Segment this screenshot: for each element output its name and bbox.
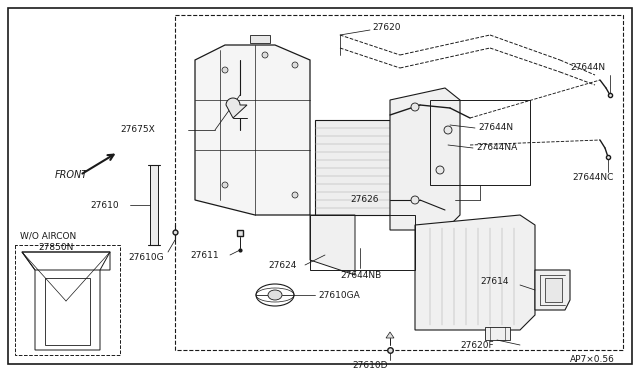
Text: 27644N: 27644N — [570, 64, 605, 73]
Text: 27610G: 27610G — [128, 253, 164, 263]
Text: 27644NC: 27644NC — [572, 173, 613, 183]
Polygon shape — [262, 52, 268, 58]
Polygon shape — [292, 192, 298, 198]
Text: 27611: 27611 — [190, 250, 219, 260]
Text: W/O AIRCON: W/O AIRCON — [20, 231, 76, 241]
Polygon shape — [386, 332, 394, 338]
Text: AP7×0.56: AP7×0.56 — [570, 356, 615, 365]
Text: 27610GA: 27610GA — [318, 291, 360, 299]
Text: 27644N: 27644N — [478, 124, 513, 132]
Text: 27850N: 27850N — [38, 244, 74, 253]
Text: 27610D: 27610D — [352, 360, 387, 369]
Polygon shape — [310, 215, 355, 275]
Ellipse shape — [268, 290, 282, 300]
Polygon shape — [315, 120, 390, 215]
Text: 27626: 27626 — [350, 196, 378, 205]
Polygon shape — [390, 88, 460, 230]
Text: 27620: 27620 — [372, 23, 401, 32]
Polygon shape — [150, 165, 158, 245]
Text: 27610: 27610 — [90, 201, 118, 209]
Polygon shape — [485, 327, 510, 340]
Polygon shape — [292, 62, 298, 68]
Polygon shape — [226, 98, 247, 118]
Text: 27620F: 27620F — [460, 340, 493, 350]
Polygon shape — [444, 126, 452, 134]
Polygon shape — [411, 196, 419, 204]
Text: 27644NA: 27644NA — [476, 144, 517, 153]
Polygon shape — [222, 67, 228, 73]
Polygon shape — [195, 45, 310, 215]
Text: 27675X: 27675X — [120, 125, 155, 135]
Polygon shape — [250, 35, 270, 43]
Polygon shape — [545, 278, 562, 302]
Polygon shape — [411, 103, 419, 111]
Polygon shape — [436, 166, 444, 174]
Polygon shape — [535, 270, 570, 310]
Text: 27644NB: 27644NB — [340, 270, 381, 279]
Text: FRONT: FRONT — [55, 170, 88, 180]
Text: 27614: 27614 — [480, 278, 509, 286]
Polygon shape — [222, 182, 228, 188]
Text: 27624: 27624 — [268, 260, 296, 269]
Polygon shape — [415, 215, 535, 330]
Bar — [175, 15, 623, 350]
